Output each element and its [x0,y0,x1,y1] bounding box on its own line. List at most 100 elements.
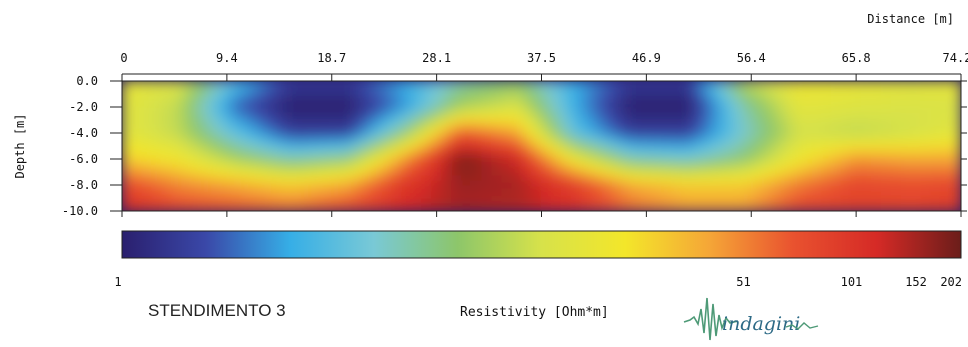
heatmap-cell [221,145,233,152]
heatmap-cell [670,85,682,92]
heatmap-cell [311,100,323,107]
heatmap-cell [930,170,942,177]
heatmap-cell [531,120,542,127]
heatmap-cell [870,165,882,172]
y-tick-label: -2.0 [69,100,98,114]
heatmap-cell [780,180,792,187]
heatmap-cell [291,145,303,152]
heatmap-cell [461,85,473,92]
heatmap-cell [521,85,533,92]
heatmap-cell [880,90,892,97]
heatmap-cell [580,150,592,157]
heatmap-cell [451,120,463,127]
heatmap-cell [640,165,652,172]
heatmap-cell [790,205,802,211]
heatmap-cell [331,185,343,192]
heatmap-cell [141,100,153,107]
heatmap-cell [171,105,183,112]
heatmap-cell [541,195,552,202]
heatmap-cell [181,205,193,211]
heatmap-cell [600,180,612,187]
heatmap-cell [381,135,393,142]
heatmap-cell [531,185,542,192]
heatmap-cell [800,130,812,137]
heatmap-cell [521,155,533,162]
heatmap-cell [550,170,562,177]
heatmap-cell [850,205,862,211]
heatmap-cell [311,160,323,167]
heatmap-cell [421,180,433,187]
heatmap-cell [501,110,513,117]
heatmap-cell [610,165,622,172]
heatmap-cell [391,170,403,177]
heatmap-cell [740,200,752,207]
heatmap-cell [211,180,223,187]
heatmap-cell [521,205,533,211]
heatmap-cell [930,150,942,157]
heatmap-cell [291,205,303,211]
heatmap-cell [920,125,932,132]
heatmap-cell [700,205,712,211]
heatmap-cell [600,155,612,162]
heatmap-cell [471,195,483,202]
heatmap-cell [810,160,822,167]
heatmap-cell [241,100,253,107]
heatmap-cell [481,160,493,167]
heatmap-cell [511,140,523,147]
heatmap-cell [680,150,692,157]
heatmap-cell [900,190,912,197]
heatmap-cell [501,105,513,112]
heatmap-cell [630,105,642,112]
heatmap-cell [730,100,742,107]
heatmap-cell [161,150,173,157]
heatmap-cell [251,90,263,97]
heatmap-cell [900,85,912,92]
heatmap-cell [570,115,582,122]
heatmap-cell [131,155,143,162]
heatmap-cell [441,81,453,87]
heatmap-cell [750,145,762,152]
heatmap-cell [950,195,961,202]
heatmap-cell [431,81,443,87]
heatmap-cell [131,125,143,132]
heatmap-cell [620,180,632,187]
heatmap-cell [351,160,363,167]
heatmap-cell [790,170,802,177]
heatmap-cell [940,160,952,167]
heatmap-cell [670,200,682,207]
heatmap-cell [411,85,423,92]
heatmap-cell [431,180,443,187]
heatmap-cell [291,135,303,142]
heatmap-cell [590,205,602,211]
heatmap-cell [830,100,842,107]
heatmap-cell [122,205,133,211]
heatmap-cell [750,140,762,147]
heatmap-cell [471,95,483,102]
heatmap-cell [650,81,662,87]
heatmap-cell [590,81,602,87]
heatmap-cell [381,105,393,112]
heatmap-cell [281,195,293,202]
heatmap-cell [670,125,682,132]
heatmap-cell [421,85,433,92]
heatmap-cell [451,185,463,192]
heatmap-cell [730,135,742,142]
heatmap-cell [122,185,133,192]
heatmap-cell [221,120,233,127]
heatmap-cell [301,110,313,117]
heatmap-cell [122,150,133,157]
heatmap-cell [131,165,143,172]
heatmap-cell [780,140,792,147]
heatmap-cell [550,155,562,162]
heatmap-cell [760,130,772,137]
heatmap-cell [950,95,961,102]
heatmap-cell [261,205,273,211]
heatmap-cell [850,95,862,102]
heatmap-cell [660,145,672,152]
heatmap-cell [371,205,383,211]
heatmap-cell [890,155,902,162]
heatmap-cell [161,85,173,92]
heatmap-cell [700,140,712,147]
heatmap-cell [850,150,862,157]
heatmap-cell [221,135,233,142]
